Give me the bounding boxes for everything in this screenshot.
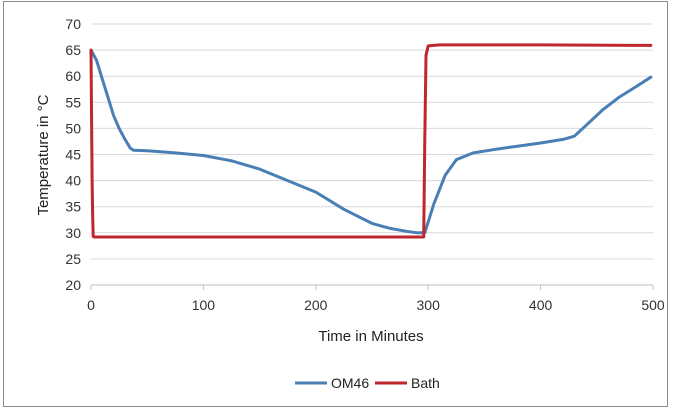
x-tick-label: 0: [87, 297, 95, 313]
x-tick-label: 500: [641, 297, 665, 313]
x-tick-label: 300: [417, 297, 441, 313]
legend-label-bath: Bath: [411, 375, 440, 391]
y-tick-label: 55: [65, 94, 81, 110]
y-axis-title: Temperature in °C: [35, 94, 52, 215]
y-tick-label: 45: [65, 147, 81, 163]
y-tick-label: 65: [65, 42, 81, 58]
y-tick-label: 30: [65, 225, 81, 241]
y-tick-label: 60: [65, 68, 81, 84]
y-tick-label: 35: [65, 199, 81, 215]
x-tick-label: 400: [529, 297, 553, 313]
x-tick-label: 200: [304, 297, 328, 313]
y-tick-label: 50: [65, 120, 81, 136]
tick-labels: 20 25 30 35 40 45 50 55 60 65 70 0 100 200 300 400 500: [65, 16, 664, 313]
series-line-om46: [89, 48, 653, 235]
series-line-bath: [89, 43, 653, 239]
axes: [90, 284, 654, 290]
x-axis-title: Time in Minutes: [318, 328, 423, 345]
y-tick-label: 40: [65, 173, 81, 189]
x-tick-label: 100: [192, 297, 216, 313]
y-tick-label: 70: [65, 16, 81, 32]
y-tick-label: 20: [65, 277, 81, 293]
legend-label-om46: OM46: [331, 375, 369, 391]
legend: OM46 Bath: [295, 375, 440, 391]
series-lines: [89, 43, 653, 239]
y-tick-label: 25: [65, 251, 81, 267]
gridlines: [91, 23, 653, 260]
